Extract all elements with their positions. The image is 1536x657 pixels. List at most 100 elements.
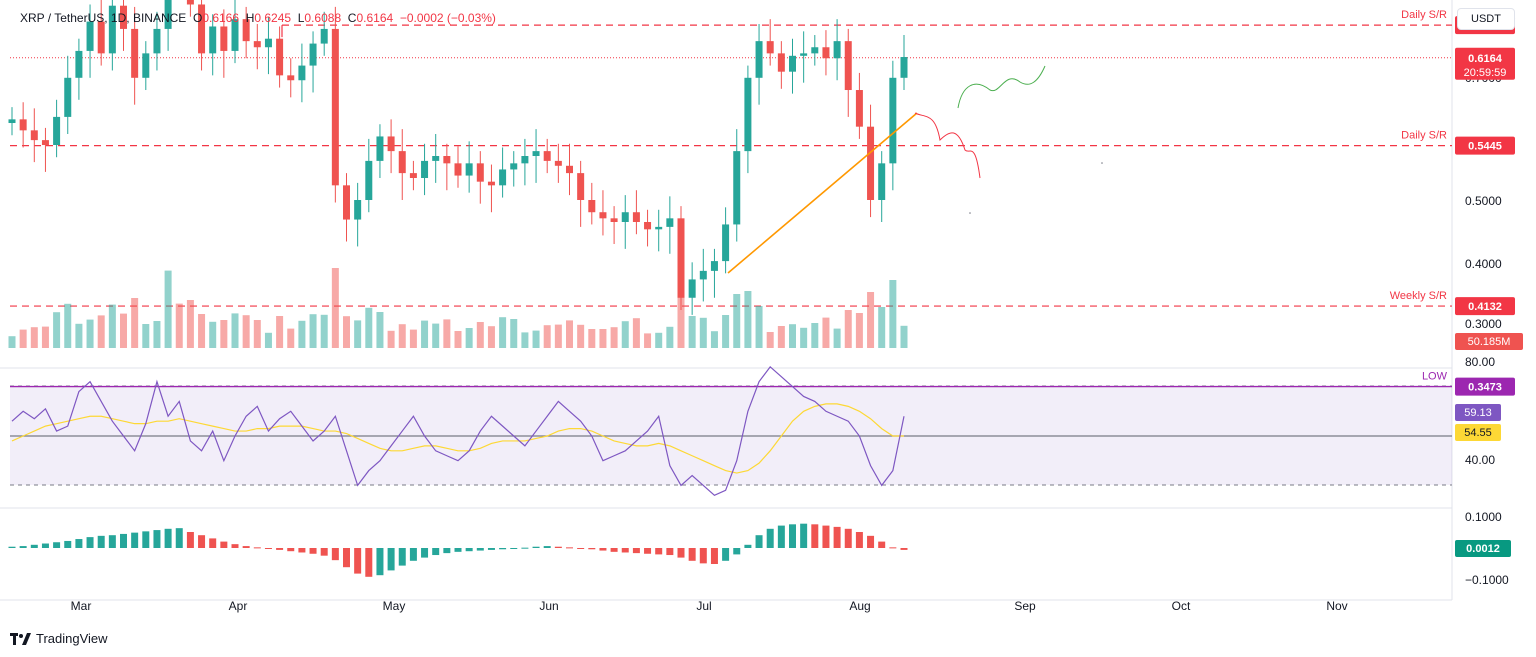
volume-bar: [822, 317, 830, 348]
candle-body: [398, 151, 406, 174]
candle-body: [421, 160, 429, 179]
y-tick-label: 0.4000: [1465, 257, 1502, 271]
tradingview-logo[interactable]: TradingView: [10, 631, 108, 646]
currency-button[interactable]: USDT: [1457, 8, 1515, 30]
volume-bar: [666, 326, 674, 348]
candle-body: [343, 185, 350, 220]
candle-body: [64, 77, 72, 117]
volume-bar: [465, 328, 473, 348]
macd-bar: [554, 546, 562, 548]
macd-tick-label: 0.1000: [1465, 510, 1502, 524]
volume-bar: [844, 310, 852, 348]
volume-bar: [86, 319, 94, 348]
volume-bar: [521, 332, 529, 348]
level-label: LOW: [1422, 371, 1448, 383]
macd-tick-label: −0.1000: [1465, 573, 1509, 587]
rsi-ma-tag: [1455, 424, 1501, 441]
candle-body: [855, 90, 863, 127]
volume-bar: [53, 312, 61, 348]
macd-bar: [777, 525, 785, 548]
candle-body: [710, 261, 718, 271]
rsi-line: [11, 365, 905, 496]
candle-body: [644, 221, 652, 230]
symbol-title[interactable]: XRP / TetherUS, 1D, BINANCE: [20, 11, 187, 25]
volume-bar: [688, 316, 696, 348]
macd-bar: [142, 531, 150, 548]
candle-body: [120, 5, 127, 29]
macd-bar: [889, 547, 897, 549]
change-value: −0.0002 (−0.03%): [399, 11, 496, 25]
volume-bar: [287, 328, 295, 348]
volume-bar: [655, 332, 663, 348]
level-tag-text: 0.3473: [1468, 382, 1502, 394]
macd-bar: [599, 548, 607, 551]
volume-bar: [209, 321, 217, 348]
close-label: C: [347, 11, 357, 25]
candle-body: [53, 116, 61, 146]
candle-body: [309, 43, 317, 66]
candle-body: [432, 156, 440, 161]
macd-bar: [64, 540, 72, 548]
volume-bar: [298, 320, 306, 348]
rsi-ma-line: [11, 403, 904, 474]
macd-bar: [186, 532, 194, 548]
x-tick-label: Mar: [71, 599, 92, 613]
macd-bar: [443, 548, 451, 554]
macd-bar: [487, 548, 495, 550]
macd-bar: [733, 548, 741, 555]
candle-body: [487, 181, 495, 186]
candle-body: [231, 19, 239, 51]
candle-body: [476, 163, 484, 182]
volume-bar: [610, 327, 618, 348]
level-label: Daily S/R: [1401, 9, 1447, 21]
x-tick-label: May: [383, 599, 406, 613]
macd-bar: [521, 547, 529, 549]
macd-bar: [822, 525, 830, 548]
volume-bar: [376, 312, 384, 348]
candle-body: [699, 270, 707, 280]
macd-bar: [409, 548, 417, 561]
volume-bar: [231, 313, 239, 348]
candle-body: [632, 212, 640, 222]
candle-body: [465, 163, 473, 176]
macd-bar: [744, 544, 752, 548]
macd-bar: [566, 547, 573, 549]
candle-body: [186, 0, 194, 5]
candle-body: [198, 4, 206, 54]
candle-body: [822, 47, 830, 59]
volume-bar: [644, 333, 652, 348]
macd-bar: [844, 528, 852, 548]
candle-body: [621, 212, 629, 222]
candle-body: [833, 41, 841, 59]
volume-bar: [153, 321, 161, 348]
volume-bar: [75, 323, 83, 348]
volume-tag-text: 50.185M: [1468, 336, 1511, 348]
candle-body: [287, 75, 295, 81]
macd-bar: [343, 548, 350, 568]
candle-body: [19, 119, 27, 131]
volume-bar: [867, 292, 875, 348]
rsi-tick-label: 80.00: [1465, 355, 1495, 369]
macd-bar: [8, 546, 16, 548]
volume-bar: [621, 321, 629, 348]
low-label: L: [297, 11, 305, 25]
stray-dot: [1101, 162, 1103, 164]
volume-bar: [409, 329, 417, 348]
candle-body: [867, 126, 875, 200]
macd-bar: [867, 535, 875, 548]
macd-bar: [19, 546, 27, 548]
macd-bar: [432, 548, 440, 556]
volume-bar: [577, 324, 585, 348]
volume-bar: [487, 326, 495, 348]
macd-bar: [387, 548, 395, 571]
x-tick-label: Jun: [539, 599, 558, 613]
macd-bar: [198, 535, 206, 548]
macd-bar: [476, 548, 484, 551]
bearish-projection-path: [914, 112, 981, 179]
last-price-text: 0.6164: [1468, 53, 1503, 65]
tradingview-logo-icon: [10, 632, 31, 645]
volume-bar: [331, 268, 339, 348]
macd-tag-text: 0.0012: [1466, 543, 1500, 555]
candle-body: [454, 163, 462, 176]
